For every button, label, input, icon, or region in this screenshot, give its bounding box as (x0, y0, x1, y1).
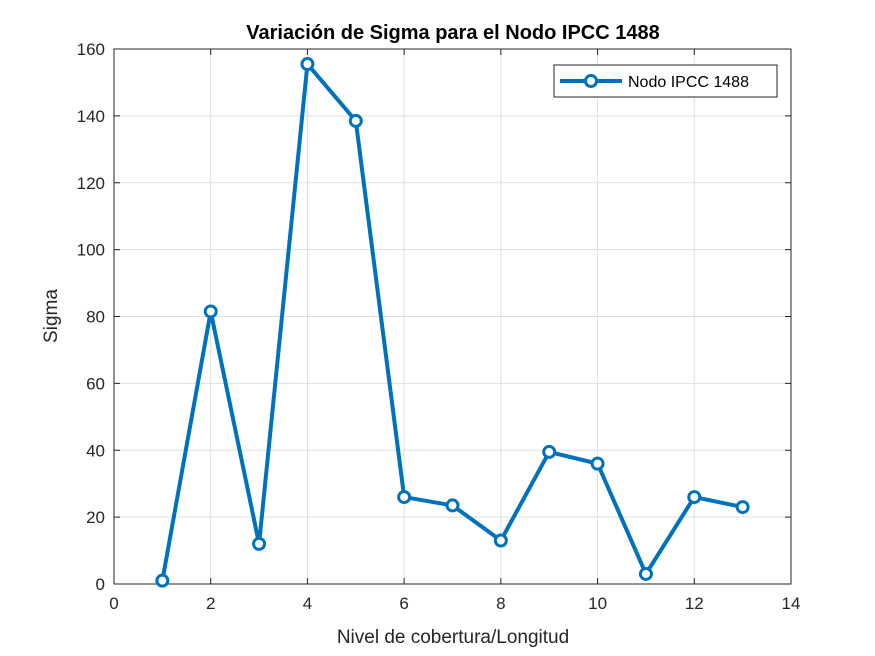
x-tick-label: 6 (399, 594, 408, 613)
data-point-marker (348, 113, 363, 128)
legend-marker-swatch (584, 74, 598, 88)
y-tick-label: 80 (86, 308, 105, 327)
data-point-marker (542, 444, 557, 459)
x-tick-label: 12 (685, 594, 704, 613)
x-tick-label: 14 (782, 594, 801, 613)
series-group (155, 57, 750, 588)
x-tick-label: 10 (588, 594, 607, 613)
y-axis-label: Sigma (41, 289, 62, 343)
x-tick-label: 8 (496, 594, 505, 613)
data-point-marker (590, 456, 605, 471)
x-tick-label: 0 (109, 594, 118, 613)
y-tick-label: 120 (77, 174, 105, 193)
data-point-marker (252, 536, 267, 551)
y-tick-label: 100 (77, 241, 105, 260)
data-point-marker (203, 304, 218, 319)
y-tick-label: 0 (96, 575, 105, 594)
data-point-marker (397, 490, 412, 505)
y-tick-label: 160 (77, 40, 105, 59)
x-axis-label: Nivel de cobertura/Longitud (337, 627, 569, 648)
data-point-marker (687, 490, 702, 505)
x-tick-label: 4 (303, 594, 312, 613)
data-point-marker (155, 573, 170, 588)
data-point-marker (445, 498, 460, 513)
y-tick-label: 60 (86, 374, 105, 393)
y-tick-label: 140 (77, 107, 105, 126)
y-tick-label: 40 (86, 441, 105, 460)
data-point-marker (638, 566, 653, 581)
data-point-marker (493, 533, 508, 548)
data-point-marker (300, 57, 315, 72)
data-point-marker (735, 500, 750, 515)
y-tick-label: 20 (86, 508, 105, 527)
legend-label: Nodo IPCC 1488 (628, 74, 749, 91)
x-tick-label: 2 (206, 594, 215, 613)
legend: Nodo IPCC 1488 (553, 64, 778, 98)
chart-title: Variación de Sigma para el Nodo IPCC 148… (246, 22, 660, 44)
